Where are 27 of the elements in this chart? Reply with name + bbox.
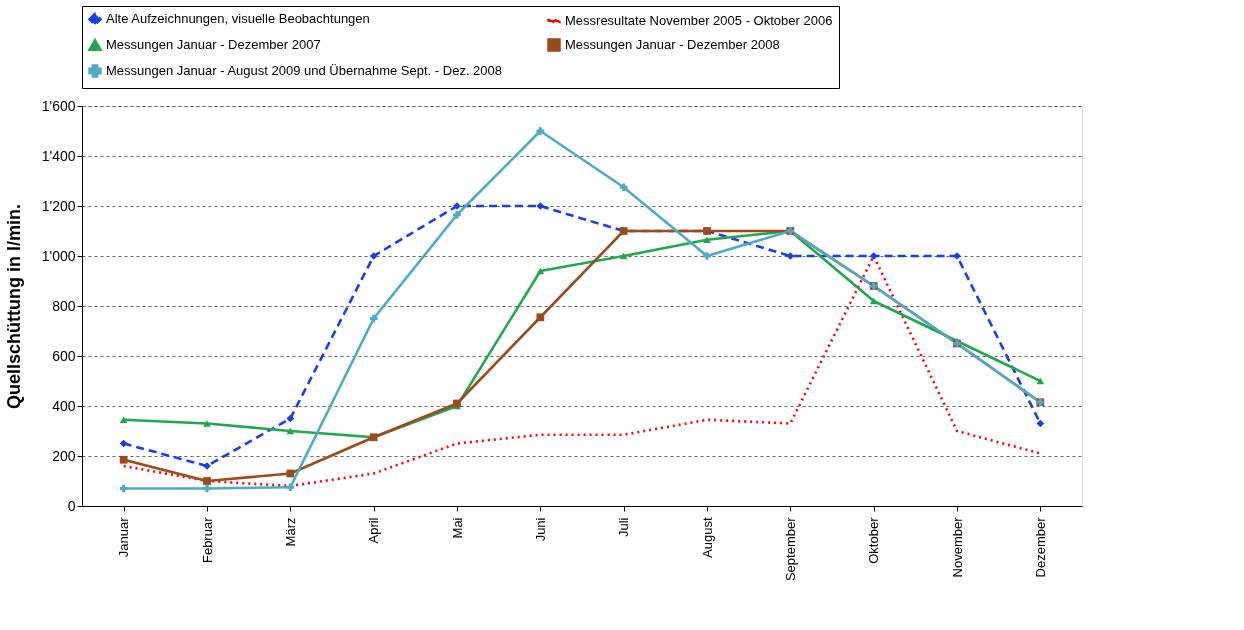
y-axis-title: Quellschüttung in l/min. xyxy=(3,204,24,409)
y-tick-label: 200 xyxy=(52,447,76,464)
y-tick-label: 600 xyxy=(52,347,76,364)
y-tick-label: 400 xyxy=(52,397,76,414)
x-tick-label: August xyxy=(699,517,715,558)
x-tick-label: November xyxy=(949,516,965,578)
x-tick-label: Oktober xyxy=(866,516,882,564)
legend-label: Alte Aufzeichnungen, visuelle Beobachtungen xyxy=(106,11,370,27)
y-tick-label: 1'600 xyxy=(41,97,76,114)
x-tick-label: März xyxy=(282,517,298,547)
y-tick-label: 1'000 xyxy=(41,247,76,264)
x-tick-label: April xyxy=(366,517,382,544)
x-tick-label: Mai xyxy=(449,517,465,539)
legend-label: Messungen Januar - August 2009 und Übernahme Sept. - Dez. 2008 xyxy=(106,63,503,78)
legend-label: Messresultate November 2005 - Oktober 2006 xyxy=(565,13,833,28)
legend-label: Messungen Januar - Dezember 2007 xyxy=(106,37,321,52)
y-tick-label: 1'400 xyxy=(41,147,76,164)
x-tick-label: Juni xyxy=(532,517,548,542)
x-tick-label: Juli xyxy=(616,517,632,538)
x-tick-label: Dezember xyxy=(1032,516,1048,578)
y-tick-label: 800 xyxy=(52,297,76,314)
x-tick-label: Februar xyxy=(199,516,215,564)
y-tick-label: 1'200 xyxy=(41,197,76,214)
y-tick-label: 0 xyxy=(67,497,76,514)
x-tick-label: Januar xyxy=(116,516,132,558)
legend-label: Messungen Januar - Dezember 2008 xyxy=(565,37,780,52)
x-tick-label: September xyxy=(782,516,798,582)
